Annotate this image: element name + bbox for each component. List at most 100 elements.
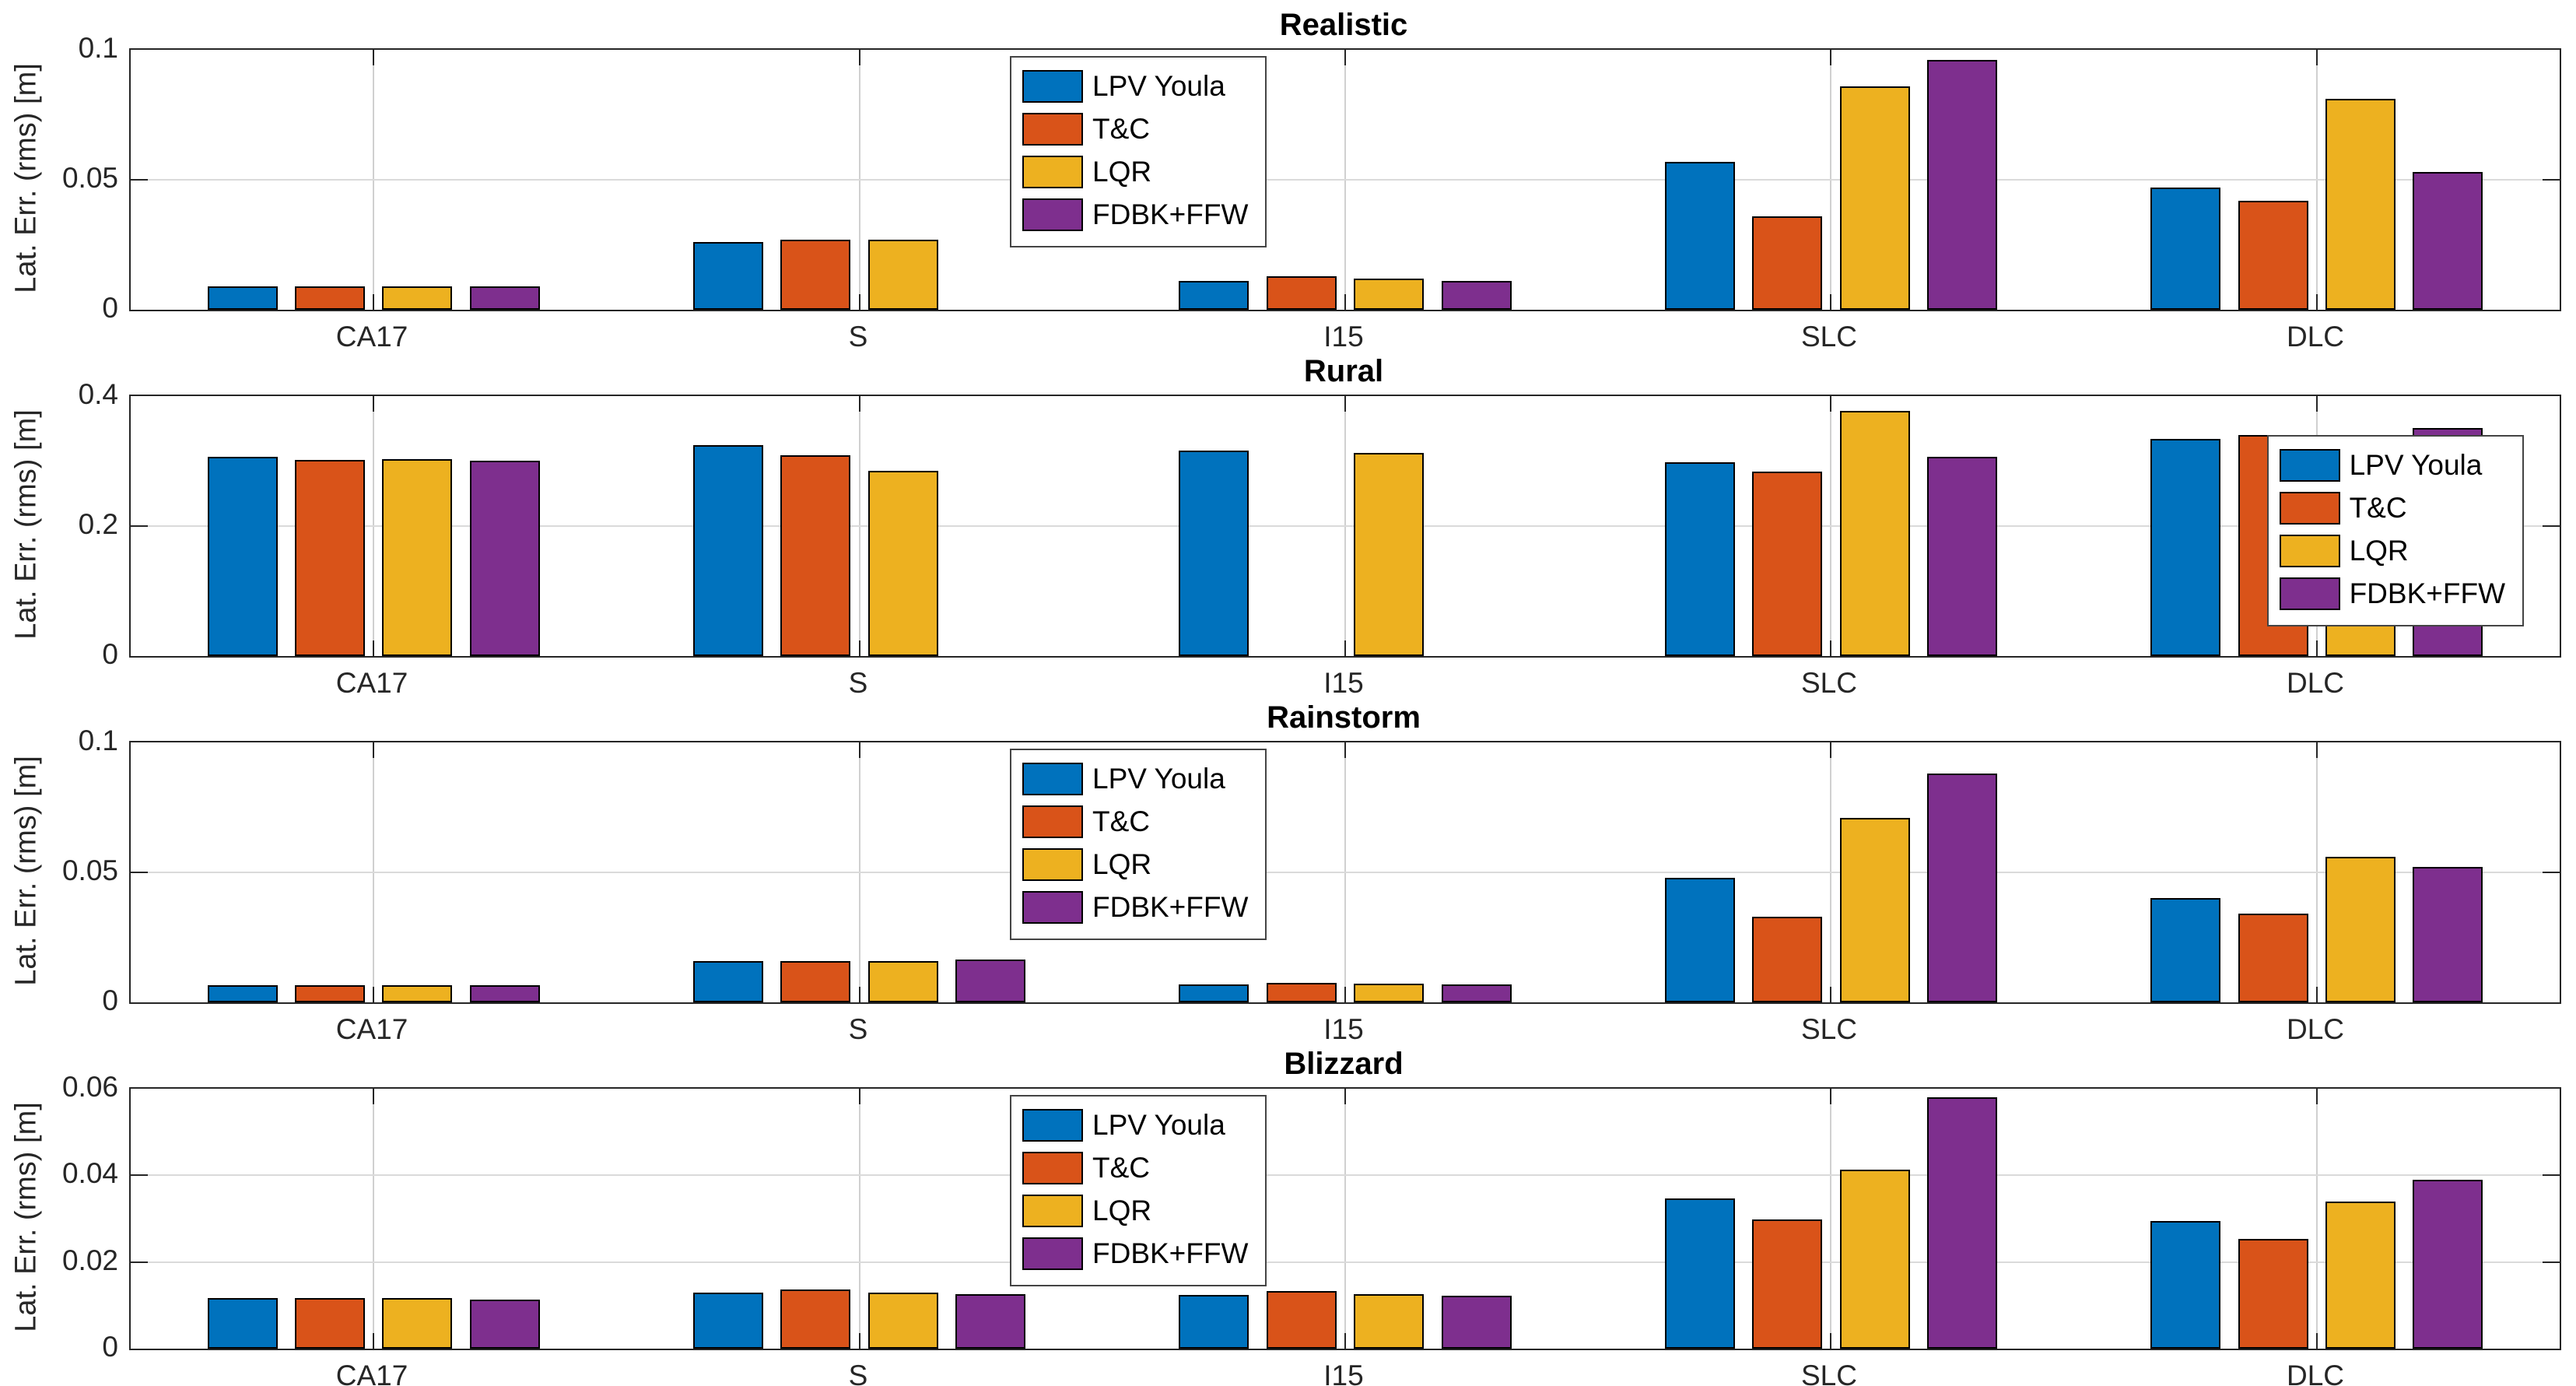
x-category-label-s: S — [848, 667, 868, 699]
x-tick-bottom-dlc — [2316, 1333, 2318, 1349]
x-category-label-dlc: DLC — [2286, 1013, 2345, 1045]
legend-swatch-lpv-youla — [1022, 763, 1083, 795]
x-tick-top-dlc — [2316, 50, 2318, 65]
legend-item-lpv-youla: LPV Youla — [1022, 70, 1248, 103]
legend-swatch-lpv-youla — [1022, 1109, 1083, 1142]
legend-label-lqr: LQR — [1092, 1194, 1152, 1226]
x-tick-top-s — [859, 396, 860, 412]
legend-item-t-c: T&C — [1022, 1152, 1248, 1184]
bar-realistic-i15-t-c — [1267, 276, 1337, 310]
legend-label-fdbk-ffw: FDBK+FFW — [1092, 1237, 1249, 1269]
x-category-label-i15: I15 — [1323, 1360, 1364, 1386]
legend-swatch-fdbk-ffw — [1022, 198, 1083, 231]
x-category-label-i15: I15 — [1323, 667, 1364, 699]
x-gridline-s — [859, 1089, 860, 1349]
bar-realistic-ca17-t-c — [295, 286, 365, 310]
x-category-label-ca17: CA17 — [335, 1013, 408, 1045]
x-category-label-slc: SLC — [1801, 667, 1857, 699]
x-tick-top-i15 — [1344, 742, 1346, 758]
bar-blizzard-slc-lpv-youla — [1665, 1198, 1735, 1349]
chart-panel-rural: Rural Lat. Err. (rms) [m] LPV Youla T&C LQR F… — [0, 346, 2576, 699]
y-tick-label-0.04: 0.04 — [61, 1157, 118, 1189]
bar-realistic-i15-fdbk-ffw — [1442, 281, 1512, 310]
y-tick-label-0.2: 0.2 — [78, 508, 118, 540]
bar-rainstorm-slc-lqr — [1840, 818, 1910, 1002]
legend-item-lqr: LQR — [2279, 534, 2505, 567]
bar-blizzard-dlc-lpv-youla — [2150, 1221, 2220, 1349]
y-tick-label-0.06: 0.06 — [61, 1071, 118, 1103]
legend-rainstorm: LPV Youla T&C LQR FDBK+FFW — [1010, 749, 1267, 940]
legend-swatch-lqr — [2279, 535, 2340, 567]
y-tick-label-0.02: 0.02 — [61, 1244, 118, 1276]
bar-blizzard-slc-lqr — [1840, 1170, 1910, 1349]
bar-rainstorm-i15-t-c — [1267, 983, 1337, 1002]
x-tick-top-dlc — [2316, 396, 2318, 412]
bar-realistic-slc-lqr — [1840, 86, 1910, 310]
x-tick-top-dlc — [2316, 1089, 2318, 1104]
legend-label-lqr: LQR — [2349, 534, 2409, 567]
bar-blizzard-i15-t-c — [1267, 1291, 1337, 1349]
bar-rainstorm-s-lpv-youla — [693, 961, 763, 1002]
x-category-label-slc: SLC — [1801, 1360, 1857, 1386]
legend-realistic: LPV Youla T&C LQR FDBK+FFW — [1010, 56, 1267, 247]
bar-realistic-s-lqr — [868, 240, 938, 310]
x-tick-bottom-s — [859, 294, 860, 310]
x-category-label-i15: I15 — [1323, 321, 1364, 353]
x-tick-bottom-slc — [1830, 640, 1831, 656]
panel-title-rural: Rural — [1303, 354, 1384, 388]
legend-item-fdbk-ffw: FDBK+FFW — [1022, 891, 1248, 924]
legend-label-t-c: T&C — [1092, 805, 1150, 837]
bar-rural-slc-lpv-youla — [1665, 462, 1735, 656]
bar-rainstorm-ca17-lqr — [382, 985, 452, 1002]
legend-item-fdbk-ffw: FDBK+FFW — [1022, 198, 1248, 231]
y-tick-left-0.02 — [131, 1261, 148, 1263]
x-tick-top-i15 — [1344, 1089, 1346, 1104]
x-tick-bottom-slc — [1830, 987, 1831, 1002]
x-tick-bottom-i15 — [1344, 294, 1346, 310]
x-category-label-s: S — [848, 1360, 868, 1386]
y-axis-label-blizzard: Lat. Err. (rms) [m] — [9, 1102, 43, 1332]
x-category-label-s: S — [848, 321, 868, 353]
legend-rural: LPV Youla T&C LQR FDBK+FFW — [2266, 435, 2524, 626]
bar-blizzard-s-lpv-youla — [693, 1293, 763, 1349]
y-tick-right-0.04 — [2543, 1174, 2560, 1176]
x-category-label-i15: I15 — [1323, 1013, 1364, 1045]
bar-rainstorm-slc-fdbk-ffw — [1927, 774, 1997, 1002]
x-tick-top-s — [859, 1089, 860, 1104]
x-tick-bottom-s — [859, 1333, 860, 1349]
x-tick-top-i15 — [1344, 50, 1346, 65]
panel-title-rainstorm: Rainstorm — [1267, 700, 1421, 735]
bar-rural-s-t-c — [780, 455, 850, 656]
y-gridline-0.2 — [131, 525, 2560, 527]
x-tick-top-i15 — [1344, 396, 1346, 412]
bar-rural-s-lpv-youla — [693, 445, 763, 656]
bar-rainstorm-s-lqr — [868, 961, 938, 1002]
plot-area-blizzard: LPV Youla T&C LQR FDBK+FFW — [129, 1087, 2561, 1350]
bar-realistic-slc-t-c — [1752, 216, 1822, 310]
bar-rainstorm-ca17-fdbk-ffw — [470, 985, 540, 1002]
bar-rainstorm-i15-lqr — [1354, 984, 1424, 1002]
bar-rural-slc-t-c — [1752, 472, 1822, 656]
bar-realistic-ca17-fdbk-ffw — [470, 286, 540, 310]
bar-blizzard-s-lqr — [868, 1293, 938, 1349]
y-tick-label-0: 0 — [102, 638, 118, 670]
bar-rainstorm-dlc-lpv-youla — [2150, 898, 2220, 1002]
y-gridline-0.05 — [131, 179, 2560, 181]
y-tick-right-0.05 — [2543, 179, 2560, 181]
x-tick-top-ca17 — [373, 396, 374, 412]
x-tick-top-s — [859, 50, 860, 65]
legend-item-fdbk-ffw: FDBK+FFW — [1022, 1237, 1248, 1270]
x-tick-bottom-s — [859, 640, 860, 656]
x-tick-top-slc — [1830, 396, 1831, 412]
y-gridline-0.05 — [131, 872, 2560, 873]
legend-swatch-lqr — [1022, 848, 1083, 881]
legend-swatch-t-c — [2279, 492, 2340, 525]
x-tick-top-ca17 — [373, 742, 374, 758]
y-gridline-0.04 — [131, 1174, 2560, 1176]
legend-swatch-lqr — [1022, 156, 1083, 188]
bar-realistic-ca17-lpv-youla — [208, 286, 278, 310]
bar-rainstorm-dlc-lqr — [2325, 857, 2396, 1002]
y-tick-label-0: 0 — [102, 1331, 118, 1363]
legend-swatch-t-c — [1022, 113, 1083, 146]
legend-item-lpv-youla: LPV Youla — [1022, 1109, 1248, 1142]
